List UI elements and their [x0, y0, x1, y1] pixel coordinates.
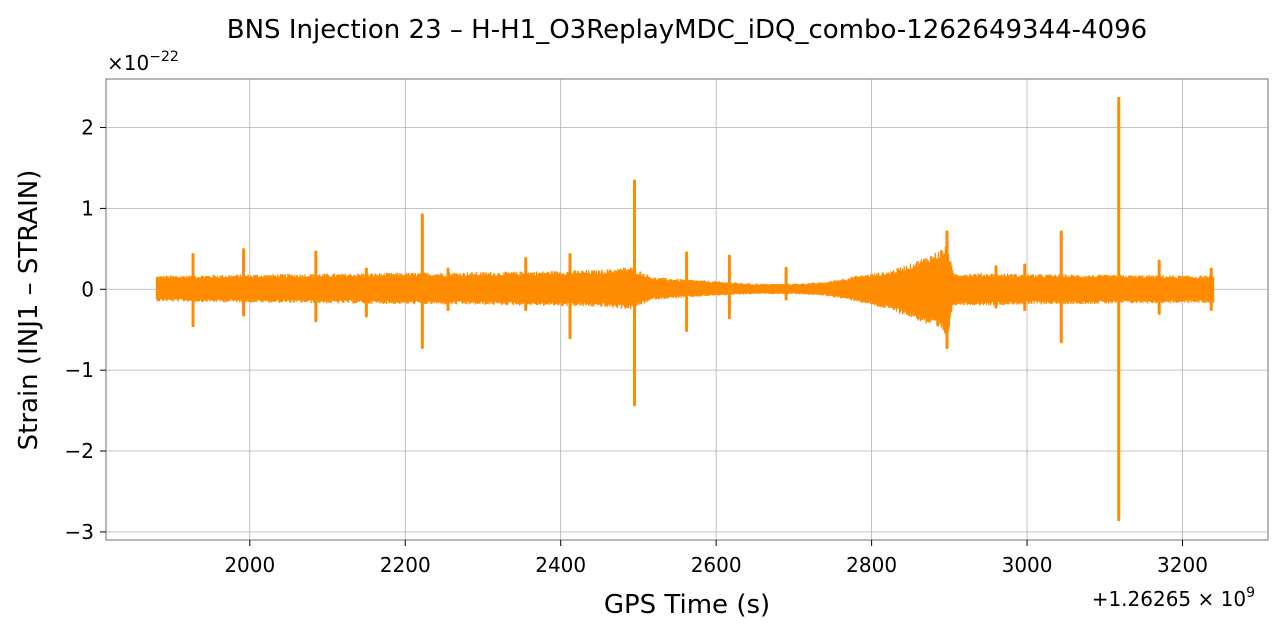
y-tick-label: −1	[65, 358, 94, 382]
y-scale-base: ×10	[107, 51, 149, 75]
y-scale-label: ×10−22	[107, 49, 179, 75]
y-tick-label: 0	[81, 277, 94, 301]
x-tick-label: 2800	[846, 553, 897, 577]
x-offset-exponent: 9	[1246, 585, 1255, 601]
chart-title: BNS Injection 23 – H-H1_O3ReplayMDC_iDQ_…	[227, 15, 1147, 45]
axes-frame	[105, 78, 1269, 541]
x-offset-label: +1.26265 × 109	[1092, 585, 1255, 611]
y-tick-label: −3	[65, 520, 94, 544]
y-scale-exponent: −22	[149, 49, 179, 65]
x-offset-base: +1.26265 × 10	[1092, 587, 1246, 611]
y-tick-label: −2	[65, 439, 94, 463]
x-tick-label: 2400	[535, 553, 586, 577]
x-axis-label: GPS Time (s)	[604, 590, 770, 620]
x-tick-label: 3000	[1002, 553, 1053, 577]
strain-signal-line	[155, 246, 1215, 337]
y-tick-label: 2	[81, 116, 94, 140]
plot-area	[155, 96, 1215, 522]
ticks: 2000 2200 2400 2600 2800 3000 3200 −3 −2 −1 0 1 2	[65, 116, 1208, 577]
x-tick-label: 2000	[224, 553, 275, 577]
x-tick-label: 2600	[691, 553, 742, 577]
y-axis-label: Strain (INJ1 – STRAIN)	[14, 170, 44, 451]
y-tick-label: 1	[81, 196, 94, 220]
x-tick-label: 3200	[1157, 553, 1208, 577]
x-tick-label: 2200	[380, 553, 431, 577]
